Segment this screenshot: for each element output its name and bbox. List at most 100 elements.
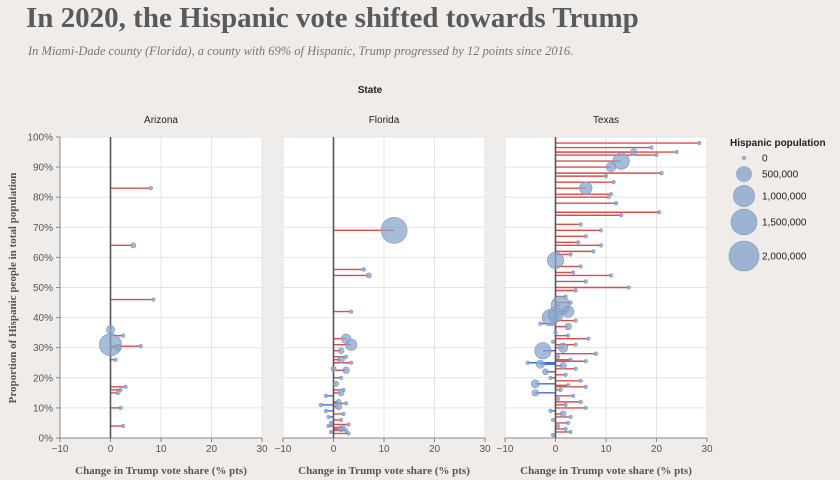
county-point	[138, 344, 143, 349]
county-point	[674, 149, 679, 155]
county-point	[534, 342, 552, 360]
county-point	[583, 405, 588, 411]
county-point	[106, 325, 115, 335]
y-axis-title: Proportion of Hispanic people in total p…	[7, 173, 19, 404]
y-tick-label: 50%	[33, 283, 53, 294]
county-point	[118, 405, 123, 411]
page-title: In 2020, the Hispanic vote shifted towar…	[26, 2, 639, 34]
county-point	[598, 243, 604, 248]
legend-label: 500,000	[762, 170, 799, 181]
county-point	[564, 322, 572, 331]
county-point	[148, 186, 154, 191]
county-point	[346, 422, 351, 427]
county-point	[113, 357, 118, 362]
county-point	[579, 181, 593, 195]
county-point	[583, 234, 588, 239]
county-point	[546, 251, 565, 269]
facet-title: Arizona	[144, 115, 178, 126]
county-point	[118, 387, 123, 392]
county-point	[568, 357, 573, 362]
county-point	[573, 288, 578, 293]
y-tick-label: 40%	[33, 313, 53, 324]
x-tick-label: 20	[429, 444, 441, 455]
county-point	[341, 387, 346, 392]
county-point	[555, 423, 561, 429]
county-point	[121, 423, 126, 429]
county-point	[344, 401, 349, 406]
county-point	[344, 428, 349, 433]
legend-bubble	[733, 185, 755, 207]
county-point	[333, 380, 339, 387]
county-point	[612, 152, 630, 170]
county-point	[341, 411, 346, 417]
facet-title: Florida	[369, 115, 400, 126]
county-point	[578, 399, 583, 404]
county-point	[349, 360, 354, 365]
x-tick-label: 0	[553, 444, 559, 455]
county-point	[558, 387, 563, 392]
legend-label: 1,500,000	[762, 218, 807, 229]
county-point	[563, 294, 568, 299]
county-point	[583, 279, 588, 284]
county-point	[328, 420, 334, 426]
county-point	[562, 305, 575, 318]
facet-texas: Texas −10 0 10 20 30 Change in Trump vote shar…	[497, 115, 713, 477]
county-point	[114, 344, 122, 352]
county-point	[578, 264, 583, 269]
x-tick-label: 20	[206, 444, 218, 455]
county-point	[571, 393, 576, 398]
legend-label: 1,000,000	[762, 192, 807, 203]
county-point	[568, 429, 573, 435]
x-tick-label: −10	[497, 444, 514, 455]
county-point	[566, 420, 571, 426]
county-point	[525, 360, 530, 365]
county-point	[568, 300, 573, 305]
x-tick-label: −10	[275, 444, 292, 455]
county-point	[550, 432, 556, 438]
county-point	[380, 217, 408, 244]
county-point	[606, 162, 617, 173]
county-point	[586, 336, 591, 341]
y-tick-label: 0%	[39, 434, 54, 445]
county-point	[130, 242, 137, 249]
county-point	[326, 414, 331, 420]
county-point	[338, 375, 344, 380]
county-point	[151, 297, 156, 302]
county-point	[563, 372, 568, 377]
county-point	[538, 321, 543, 326]
county-point	[550, 339, 556, 344]
county-point	[608, 273, 614, 278]
y-tick-label: 20%	[33, 373, 53, 384]
x-tick-label: 10	[600, 444, 612, 455]
county-point	[566, 383, 571, 388]
y-tick-label: 90%	[33, 163, 53, 174]
legend-label: 0	[762, 154, 768, 165]
x-tick-label: 30	[479, 444, 491, 455]
county-point	[115, 390, 121, 396]
legend-bubble	[736, 166, 752, 182]
county-point	[558, 342, 569, 353]
x-axis-title: Change in Trump vote share (% pts)	[298, 465, 470, 477]
facet-title: Texas	[593, 115, 619, 126]
x-axis-title: Change in Trump vote share (% pts)	[520, 465, 692, 477]
county-point	[337, 356, 345, 364]
county-point	[568, 252, 573, 257]
page-subtitle: In Miami-Dade county (Florida), a county…	[28, 44, 574, 58]
county-point	[550, 417, 556, 423]
county-point	[349, 309, 354, 314]
facet-header: State	[358, 85, 383, 96]
county-point	[630, 148, 638, 156]
county-point	[330, 365, 337, 372]
county-point	[613, 201, 619, 206]
y-tick-label: 100%	[27, 133, 53, 144]
county-point	[603, 174, 609, 179]
county-point	[531, 389, 539, 397]
x-tick-label: 30	[256, 444, 268, 455]
county-point	[578, 378, 583, 383]
legend-bubble	[741, 155, 747, 161]
x-tick-label: 10	[378, 444, 390, 455]
county-point	[337, 347, 345, 355]
county-point	[547, 306, 564, 323]
y-tick-label: 80%	[33, 193, 53, 204]
county-point	[654, 152, 659, 158]
